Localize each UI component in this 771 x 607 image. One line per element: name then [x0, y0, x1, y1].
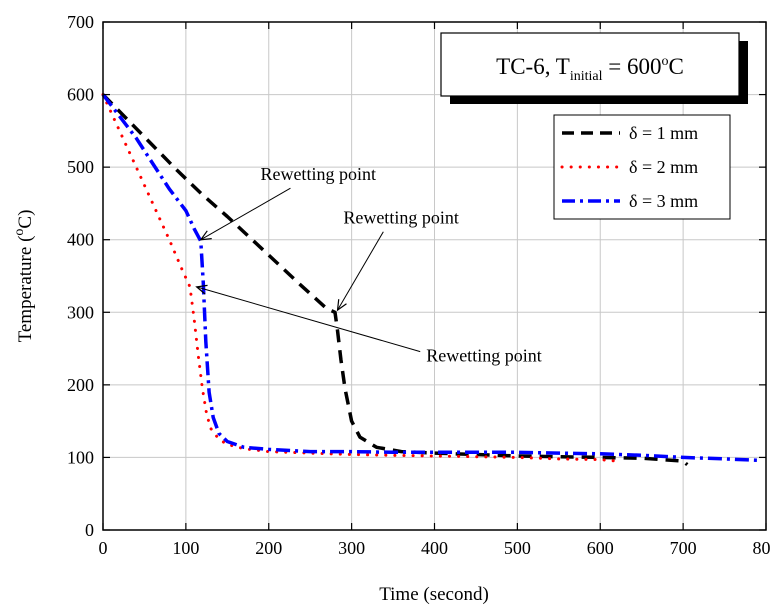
legend-label-2: δ = 2 mm — [629, 157, 698, 177]
chart-title: TC-6, Tinitial = 600oC — [496, 54, 684, 84]
y-tick-label: 300 — [67, 302, 94, 322]
annotation-arrowhead-3 — [195, 284, 208, 295]
legend-label-1: δ = 1 mm — [629, 123, 698, 143]
annotations: Rewetting point Rewetting point Rewetting … — [195, 164, 542, 366]
annotation-label-3: Rewetting point — [426, 346, 542, 366]
annotation-arrowhead-2 — [336, 299, 347, 312]
title-box: TC-6, Tinitial = 600oC — [440, 32, 748, 104]
x-axis-title: Time (second) — [379, 584, 489, 605]
x-tick-label: 800 — [753, 538, 771, 558]
annotation-arrowhead-1 — [199, 230, 212, 241]
series-line-2 — [101, 93, 619, 463]
x-tick-label: 0 — [99, 538, 108, 558]
x-tick-label: 100 — [172, 538, 199, 558]
annotation-label-2: Rewetting point — [343, 208, 459, 228]
legend: δ = 1 mm δ = 2 mm δ = 3 mm — [553, 114, 731, 220]
y-tick-label: 400 — [67, 230, 94, 250]
annotation-arrow-3 — [196, 286, 421, 353]
x-tick-label: 700 — [670, 538, 697, 558]
x-tick-label: 500 — [504, 538, 531, 558]
x-tick-label: 400 — [421, 538, 448, 558]
x-tick-label: 200 — [255, 538, 282, 558]
y-axis-title: Temperature (oC) — [12, 210, 36, 343]
y-tick-label: 700 — [67, 12, 94, 32]
y-tick-label: 600 — [67, 85, 94, 105]
annotation-arrow-2 — [337, 231, 384, 311]
title-box-frame — [440, 32, 740, 97]
y-tick-label: 200 — [67, 375, 94, 395]
y-tick-label: 100 — [67, 447, 94, 467]
axis-ticks: 0 100 200 300 400 500 600 700 800 0 100 200 300 400 50… — [67, 12, 771, 558]
series-line-1 — [101, 93, 689, 467]
y-tick-label: 0 — [85, 520, 94, 540]
x-tick-label: 600 — [587, 538, 614, 558]
series-line-3 — [101, 93, 758, 463]
annotation-label-1: Rewetting point — [260, 164, 376, 184]
annotation-arrow-1 — [200, 187, 291, 241]
legend-label-3: δ = 3 mm — [629, 191, 698, 211]
x-tick-label: 300 — [338, 538, 365, 558]
series-lines — [101, 93, 758, 467]
y-tick-label: 500 — [67, 157, 94, 177]
